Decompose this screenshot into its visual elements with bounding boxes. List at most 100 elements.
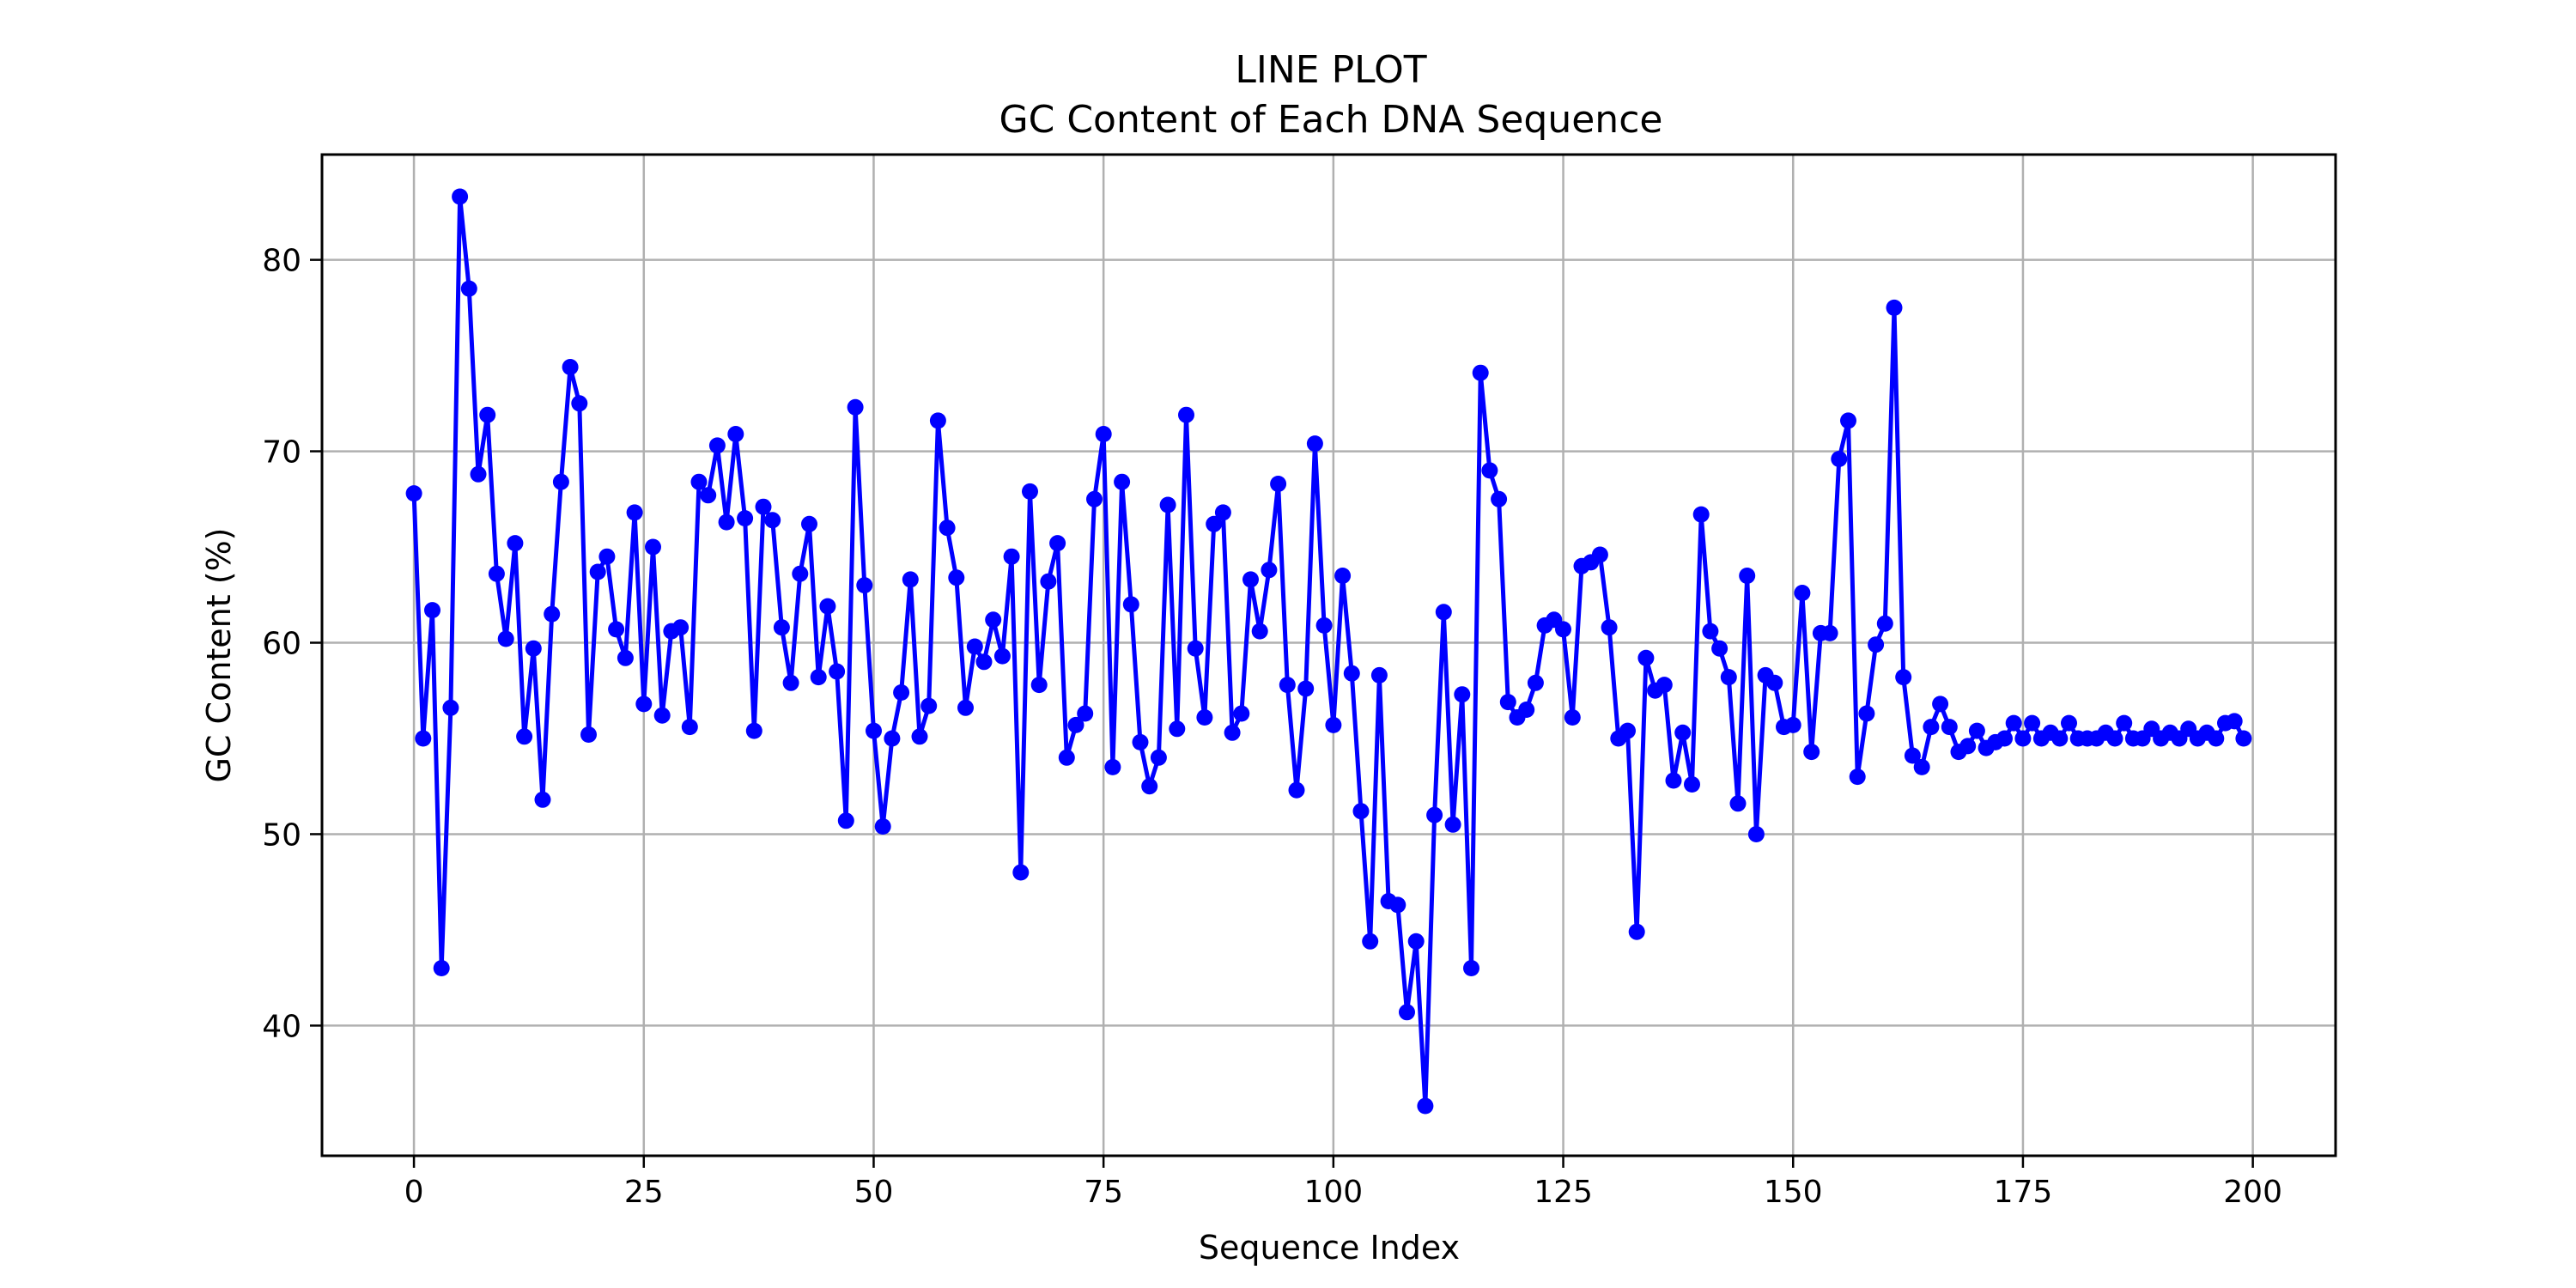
data-point [1150, 749, 1167, 766]
data-point [755, 498, 772, 515]
data-point [1086, 490, 1103, 507]
data-point [1454, 686, 1471, 703]
data-point [801, 515, 817, 532]
data-point [2061, 714, 2077, 732]
y-axis-ticks: 40 50 60 70 80 [262, 244, 322, 1044]
data-point [1077, 705, 1094, 722]
data-point [1959, 738, 1977, 755]
data-point [1766, 674, 1783, 691]
data-point [470, 465, 487, 483]
data-point [893, 684, 910, 701]
data-point [1656, 677, 1673, 694]
data-point [1968, 722, 1985, 739]
data-point [1923, 719, 1940, 736]
data-point [1720, 669, 1737, 686]
data-point [2106, 730, 2123, 747]
data-point [433, 960, 450, 976]
data-point [1141, 778, 1158, 795]
chart-title: LINE PLOT [1235, 48, 1426, 92]
data-point [1702, 623, 1719, 640]
data-point [1114, 473, 1131, 490]
data-point [1012, 864, 1030, 881]
y-tick-label: 70 [262, 435, 301, 471]
data-point [1251, 623, 1268, 640]
data-point [874, 818, 891, 835]
data-point [1206, 515, 1223, 532]
data-point [764, 512, 781, 529]
data-point [920, 697, 938, 714]
data-point [1196, 709, 1213, 726]
data-point [1628, 923, 1645, 940]
data-point [2226, 713, 2243, 730]
data-point [488, 565, 505, 582]
data-point [966, 638, 983, 655]
data-point [617, 649, 634, 666]
data-point [847, 398, 864, 416]
data-point [985, 611, 1002, 629]
data-point [792, 565, 809, 582]
data-point [829, 663, 846, 680]
y-axis-label: GC Content (%) [200, 527, 238, 782]
data-point [1233, 705, 1250, 722]
data-point [589, 563, 606, 580]
data-point [1187, 640, 1204, 657]
data-point [727, 426, 744, 442]
data-point [1122, 596, 1139, 613]
data-point [737, 510, 754, 527]
data-point [415, 730, 432, 747]
data-point [690, 473, 708, 490]
data-point [1003, 548, 1020, 565]
data-point [856, 577, 873, 594]
data-point [1214, 504, 1231, 521]
data-point [1637, 649, 1655, 666]
data-point [1932, 696, 1949, 713]
data-point [681, 719, 698, 736]
data-point [1739, 568, 1756, 584]
data-point [598, 548, 616, 565]
data-point [1601, 619, 1618, 636]
data-point [1886, 299, 1903, 316]
x-tick-label: 50 [854, 1175, 894, 1210]
x-tick-label: 25 [624, 1175, 664, 1210]
data-point [2014, 730, 2032, 747]
x-tick-label: 100 [1303, 1175, 1363, 1210]
data-point [2024, 714, 2041, 732]
data-point [405, 485, 422, 502]
plot-frame [320, 153, 2337, 1157]
data-point [773, 619, 790, 636]
data-point [782, 674, 799, 691]
data-point [975, 653, 993, 671]
data-point [1729, 795, 1747, 812]
data-point [1996, 730, 2013, 747]
data-point [516, 728, 533, 745]
series-line [411, 194, 2246, 1109]
data-point [1463, 960, 1479, 976]
data-point [1270, 476, 1287, 492]
data-point [1665, 772, 1682, 789]
data-point [819, 598, 836, 615]
data-point [1527, 674, 1544, 691]
data-point [1067, 716, 1084, 733]
data-point [1794, 585, 1811, 601]
data-point [884, 730, 901, 747]
data-point [1022, 483, 1038, 500]
data-point [1904, 747, 1921, 764]
data-point [497, 630, 514, 647]
x-tick-label: 150 [1764, 1175, 1823, 1210]
data-point [1849, 769, 1866, 786]
data-point [608, 621, 625, 638]
y-tick-label: 50 [262, 817, 301, 853]
data-point [866, 722, 882, 739]
data-point [562, 359, 579, 375]
data-point [1684, 776, 1700, 793]
data-point [1472, 364, 1489, 381]
data-point [1591, 546, 1608, 563]
data-point [1343, 665, 1360, 682]
data-point [1242, 571, 1259, 588]
series-line-layer [411, 194, 2246, 1109]
data-point [1288, 781, 1305, 799]
data-point [708, 437, 726, 454]
data-point [1261, 562, 1278, 579]
